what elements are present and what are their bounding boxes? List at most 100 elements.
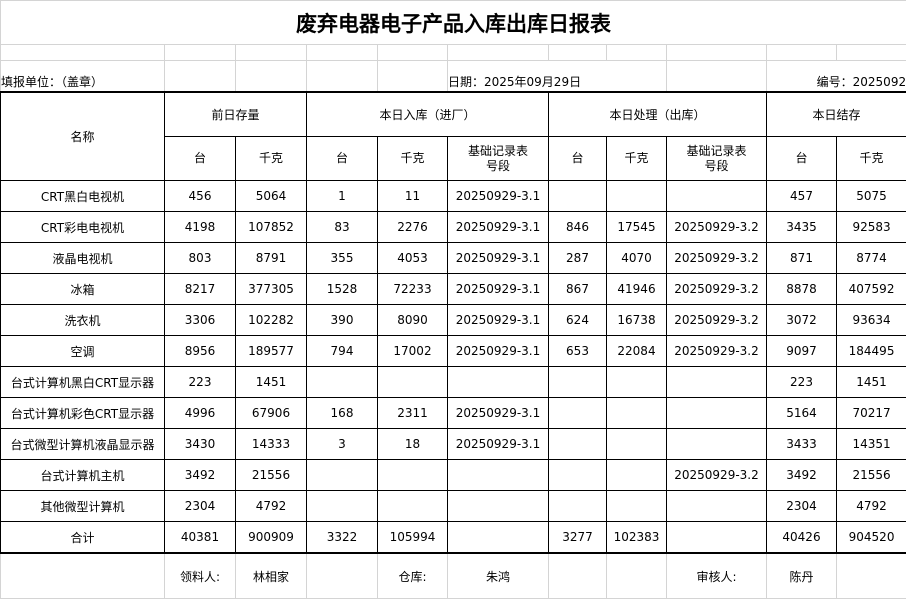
cell-out-record[interactable]	[667, 491, 767, 522]
cell-close-units[interactable]: 8878	[767, 274, 837, 305]
cell-close-kg[interactable]: 21556	[837, 460, 906, 491]
header-kg[interactable]: 千克	[837, 137, 906, 181]
cell-out-record[interactable]: 20250929-3.2	[667, 212, 767, 243]
header-units[interactable]: 台	[549, 137, 607, 181]
cell-out-record[interactable]	[667, 429, 767, 460]
cell-in-units[interactable]: 794	[307, 336, 378, 367]
cell-in-units[interactable]: 83	[307, 212, 378, 243]
cell-in-units[interactable]	[307, 460, 378, 491]
cell-name[interactable]: 合计	[1, 522, 165, 554]
cell-close-units[interactable]: 5164	[767, 398, 837, 429]
cell-out-units[interactable]	[549, 398, 607, 429]
cell-name[interactable]: 洗衣机	[1, 305, 165, 336]
report-date[interactable]: 日期：2025年09月29日	[448, 61, 667, 93]
cell-out-kg[interactable]: 17545	[607, 212, 667, 243]
receiver-label[interactable]: 领料人:	[165, 553, 236, 599]
cell-close-units[interactable]: 2304	[767, 491, 837, 522]
header-closing-stock[interactable]: 本日结存	[767, 92, 906, 137]
cell-prev-units[interactable]: 3430	[165, 429, 236, 460]
cell-prev-kg[interactable]: 8791	[236, 243, 307, 274]
header-previous-stock[interactable]: 前日存量	[165, 92, 307, 137]
cell-in-record[interactable]: 20250929-3.1	[448, 336, 549, 367]
cell-out-record[interactable]	[667, 398, 767, 429]
cell-in-kg[interactable]: 2276	[378, 212, 448, 243]
cell-close-kg[interactable]: 904520	[837, 522, 906, 554]
cell-out-kg[interactable]	[607, 429, 667, 460]
cell-close-units[interactable]: 223	[767, 367, 837, 398]
cell-prev-kg[interactable]: 4792	[236, 491, 307, 522]
cell-in-record[interactable]: 20250929-3.1	[448, 212, 549, 243]
cell-out-kg[interactable]	[607, 460, 667, 491]
cell-prev-kg[interactable]: 1451	[236, 367, 307, 398]
cell-close-units[interactable]: 40426	[767, 522, 837, 554]
cell-name[interactable]: 台式计算机主机	[1, 460, 165, 491]
fill-unit-label[interactable]: 填报单位：（盖章）	[1, 61, 165, 93]
cell-prev-units[interactable]: 803	[165, 243, 236, 274]
cell-out-units[interactable]: 624	[549, 305, 607, 336]
cell-in-record[interactable]	[448, 367, 549, 398]
cell-close-kg[interactable]: 184495	[837, 336, 906, 367]
header-processed[interactable]: 本日处理（出库）	[549, 92, 767, 137]
cell-in-kg[interactable]: 17002	[378, 336, 448, 367]
cell-close-units[interactable]: 3433	[767, 429, 837, 460]
cell-in-record[interactable]	[448, 460, 549, 491]
cell-prev-kg[interactable]: 377305	[236, 274, 307, 305]
warehouse-name[interactable]: 朱鸿	[448, 553, 549, 599]
cell-in-record[interactable]: 20250929-3.1	[448, 398, 549, 429]
cell-in-record[interactable]: 20250929-3.1	[448, 181, 549, 212]
cell-in-units[interactable]	[307, 491, 378, 522]
cell-prev-units[interactable]: 456	[165, 181, 236, 212]
cell-name[interactable]: 冰箱	[1, 274, 165, 305]
cell-close-units[interactable]: 9097	[767, 336, 837, 367]
reviewer-label[interactable]: 审核人:	[667, 553, 767, 599]
cell-in-kg[interactable]: 72233	[378, 274, 448, 305]
cell-out-kg[interactable]: 102383	[607, 522, 667, 554]
cell-prev-units[interactable]: 8956	[165, 336, 236, 367]
cell-close-units[interactable]: 457	[767, 181, 837, 212]
cell-out-record[interactable]: 20250929-3.2	[667, 274, 767, 305]
cell-close-kg[interactable]: 1451	[837, 367, 906, 398]
cell-name[interactable]: CRT彩电电视机	[1, 212, 165, 243]
cell-name[interactable]: 其他微型计算机	[1, 491, 165, 522]
cell-prev-units[interactable]: 223	[165, 367, 236, 398]
cell-out-record[interactable]	[667, 367, 767, 398]
cell-prev-units[interactable]: 2304	[165, 491, 236, 522]
cell-close-units[interactable]: 3435	[767, 212, 837, 243]
cell-out-units[interactable]	[549, 367, 607, 398]
cell-out-kg[interactable]: 22084	[607, 336, 667, 367]
cell-in-units[interactable]: 1528	[307, 274, 378, 305]
header-name[interactable]: 名称	[1, 92, 165, 181]
cell-out-units[interactable]	[549, 181, 607, 212]
cell-name[interactable]: 台式计算机黑白CRT显示器	[1, 367, 165, 398]
cell-close-kg[interactable]: 14351	[837, 429, 906, 460]
cell-out-record[interactable]	[667, 522, 767, 554]
cell-out-units[interactable]: 867	[549, 274, 607, 305]
cell-prev-units[interactable]: 4996	[165, 398, 236, 429]
cell-close-kg[interactable]: 4792	[837, 491, 906, 522]
warehouse-label[interactable]: 仓库:	[378, 553, 448, 599]
cell-out-units[interactable]	[549, 429, 607, 460]
cell-out-kg[interactable]	[607, 398, 667, 429]
cell-out-kg[interactable]: 41946	[607, 274, 667, 305]
cell-close-kg[interactable]: 5075	[837, 181, 906, 212]
receiver-name[interactable]: 林相家	[236, 553, 307, 599]
cell-in-kg[interactable]: 11	[378, 181, 448, 212]
cell-out-kg[interactable]	[607, 367, 667, 398]
cell-in-record[interactable]: 20250929-3.1	[448, 429, 549, 460]
cell-name[interactable]: 台式计算机彩色CRT显示器	[1, 398, 165, 429]
cell-in-record[interactable]	[448, 522, 549, 554]
cell-in-units[interactable]: 1	[307, 181, 378, 212]
cell-name[interactable]: 空调	[1, 336, 165, 367]
cell-in-kg[interactable]: 2311	[378, 398, 448, 429]
cell-in-units[interactable]	[307, 367, 378, 398]
header-kg[interactable]: 千克	[378, 137, 448, 181]
cell-in-kg[interactable]	[378, 367, 448, 398]
header-inbound[interactable]: 本日入库（进厂）	[307, 92, 549, 137]
cell-in-record[interactable]: 20250929-3.1	[448, 274, 549, 305]
header-kg[interactable]: 千克	[236, 137, 307, 181]
cell-in-units[interactable]: 390	[307, 305, 378, 336]
cell-name[interactable]: 液晶电视机	[1, 243, 165, 274]
reviewer-name[interactable]: 陈丹	[767, 553, 837, 599]
cell-prev-units[interactable]: 40381	[165, 522, 236, 554]
cell-out-record[interactable]	[667, 181, 767, 212]
